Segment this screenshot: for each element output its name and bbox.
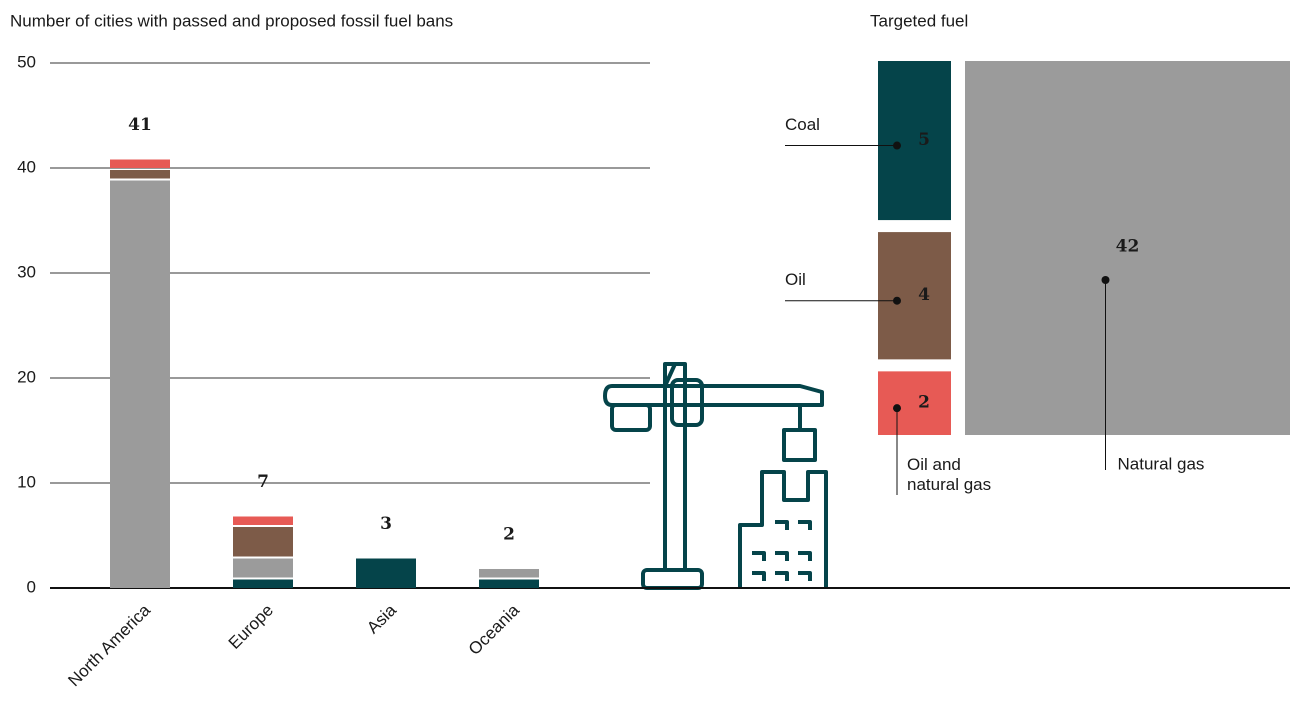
tile [878,61,951,221]
x-tick-label: Oceania [465,600,524,659]
x-tick-label: Europe [225,601,277,653]
y-tick-label: 40 [17,157,36,176]
x-tick-label: Asia [363,600,400,637]
value-label: 42 [1116,237,1140,257]
y-tick-label: 30 [17,262,36,281]
category-label: Natural gas [1118,454,1205,473]
total-label: 41 [128,115,152,135]
category-label: Coal [785,115,820,134]
crane-icon [603,362,828,590]
bar-segment [233,558,293,578]
bar-segment [233,579,293,588]
total-label: 3 [380,514,392,534]
y-tick-label: 50 [17,52,36,71]
tile [878,232,951,360]
bar-segment [110,180,170,588]
value-label: 5 [918,130,930,150]
x-tick-label: North America [64,600,154,690]
category-label: Oil [785,270,806,289]
bar-segment [479,579,539,588]
category-label: Oil and natural gas [907,455,992,494]
chart-title: Number of cities with passed and propose… [10,11,453,30]
tile [878,371,951,435]
bar-segment [233,516,293,525]
bar-segment [479,569,539,578]
bar-segment [110,170,170,179]
value-label: 4 [918,285,930,305]
bar-segment [233,527,293,557]
y-tick-label: 10 [17,472,36,491]
bar-segment [110,159,170,168]
total-label: 7 [257,472,269,492]
y-tick-label: 0 [27,577,36,596]
bar-segment [356,558,416,588]
y-tick-label: 20 [17,367,36,386]
tile [965,61,1290,435]
chart-title: Targeted fuel [870,11,968,30]
total-label: 2 [503,525,515,545]
value-label: 2 [918,393,930,413]
